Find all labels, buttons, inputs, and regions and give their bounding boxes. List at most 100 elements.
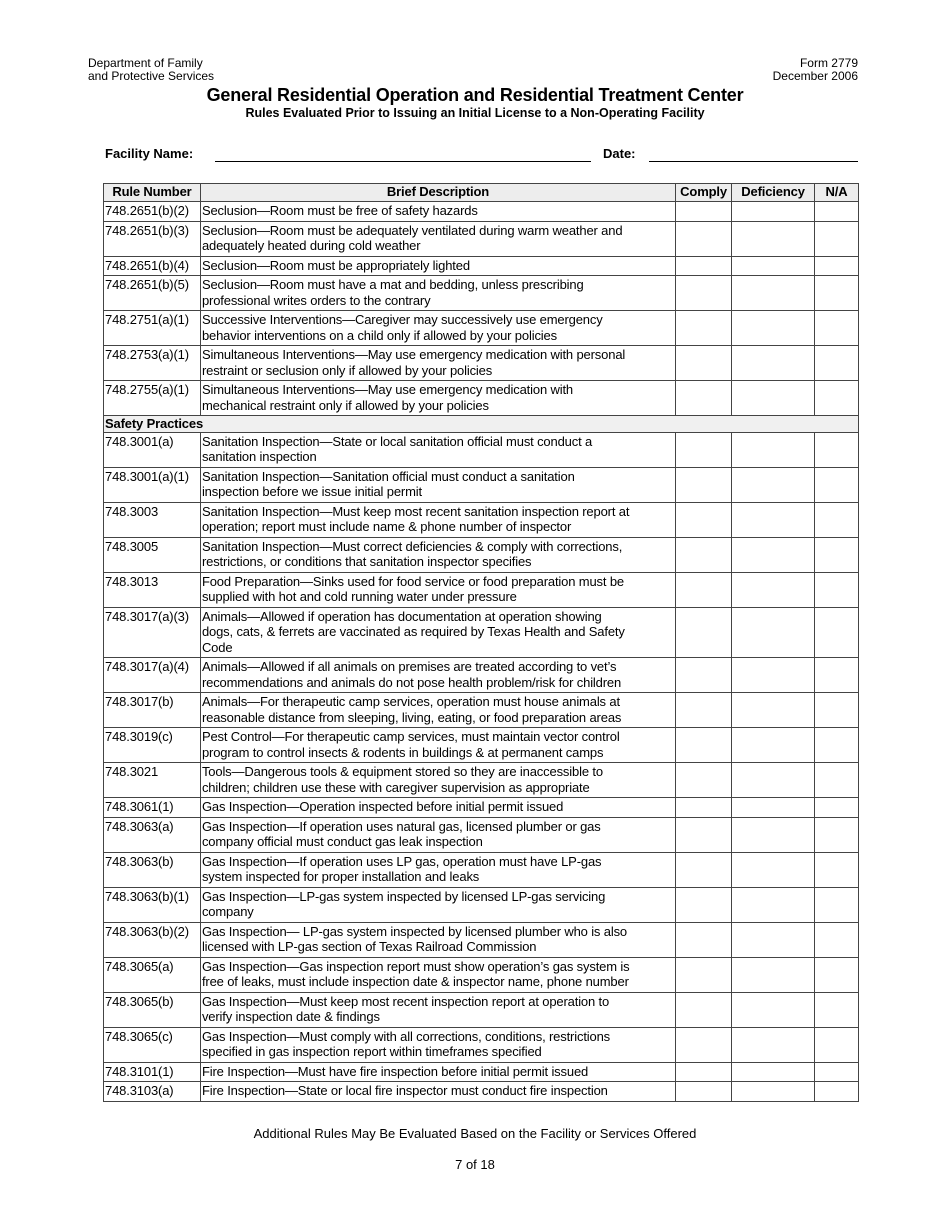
comply-cell[interactable]: [675, 255, 733, 276]
deficiency-cell[interactable]: [731, 991, 816, 1028]
comply-cell[interactable]: [675, 345, 733, 381]
rule-description: Tools—Dangerous tools & equipment stored…: [199, 762, 677, 798]
deficiency-cell[interactable]: [731, 275, 816, 311]
deficiency-cell[interactable]: [731, 431, 816, 468]
comply-cell[interactable]: [675, 816, 733, 853]
na-cell[interactable]: [814, 275, 859, 311]
na-cell[interactable]: [814, 380, 859, 416]
na-cell[interactable]: [814, 345, 859, 381]
comply-cell[interactable]: [675, 1026, 733, 1063]
comply-cell[interactable]: [675, 797, 733, 818]
rule-number: 748.3065(a): [103, 956, 201, 993]
deficiency-cell[interactable]: [731, 380, 816, 416]
rule-number: 748.3063(b)(2): [103, 921, 201, 958]
comply-cell[interactable]: [675, 1061, 733, 1082]
na-cell[interactable]: [814, 220, 859, 257]
na-cell[interactable]: [814, 1026, 859, 1063]
na-cell[interactable]: [814, 816, 859, 853]
na-cell[interactable]: [814, 466, 859, 503]
deficiency-cell[interactable]: [731, 956, 816, 993]
na-cell[interactable]: [814, 310, 859, 346]
comply-cell[interactable]: [675, 886, 733, 923]
page-number: 7 of 18: [455, 1157, 495, 1172]
deficiency-cell[interactable]: [731, 692, 816, 728]
na-cell[interactable]: [814, 692, 859, 728]
comply-cell[interactable]: [675, 536, 733, 573]
deficiency-cell[interactable]: [731, 466, 816, 503]
deficiency-cell[interactable]: [731, 345, 816, 381]
table-row: 748.3063(b) Gas Inspection—If operation u…: [103, 851, 859, 888]
na-cell[interactable]: [814, 727, 859, 763]
comply-cell[interactable]: [675, 501, 733, 538]
comply-cell[interactable]: [675, 571, 733, 608]
comply-cell[interactable]: [675, 921, 733, 958]
na-cell[interactable]: [814, 501, 859, 538]
deficiency-cell[interactable]: [731, 886, 816, 923]
facility-name-label: Facility Name:: [105, 146, 194, 161]
na-cell[interactable]: [814, 606, 859, 658]
deficiency-cell[interactable]: [731, 657, 816, 693]
comply-cell[interactable]: [675, 692, 733, 728]
na-cell[interactable]: [814, 431, 859, 468]
comply-cell[interactable]: [675, 431, 733, 468]
deficiency-cell[interactable]: [731, 606, 816, 658]
na-cell[interactable]: [814, 956, 859, 993]
comply-cell[interactable]: [675, 606, 733, 658]
comply-cell[interactable]: [675, 991, 733, 1028]
form-number: Form 2779: [799, 56, 858, 70]
deficiency-cell[interactable]: [731, 201, 816, 222]
rule-description: Seclusion—Room must have a mat and beddi…: [199, 275, 677, 311]
rule-number: 748.3003: [103, 501, 201, 538]
na-cell[interactable]: [814, 991, 859, 1028]
na-cell[interactable]: [814, 762, 859, 798]
deficiency-cell[interactable]: [731, 220, 816, 257]
deficiency-cell[interactable]: [731, 762, 816, 798]
na-cell[interactable]: [814, 797, 859, 818]
comply-cell[interactable]: [675, 1081, 733, 1102]
na-cell[interactable]: [814, 1081, 859, 1102]
na-cell[interactable]: [814, 851, 859, 888]
comply-cell[interactable]: [675, 220, 733, 257]
comply-cell[interactable]: [675, 310, 733, 346]
comply-cell[interactable]: [675, 851, 733, 888]
comply-cell[interactable]: [675, 727, 733, 763]
deficiency-cell[interactable]: [731, 797, 816, 818]
col-deficiency: Deficiency: [731, 183, 816, 202]
deficiency-cell[interactable]: [731, 921, 816, 958]
na-cell[interactable]: [814, 201, 859, 222]
deficiency-cell[interactable]: [731, 727, 816, 763]
date-field[interactable]: [649, 161, 858, 162]
deficiency-cell[interactable]: [731, 1026, 816, 1063]
deficiency-cell[interactable]: [731, 1081, 816, 1102]
na-cell[interactable]: [814, 536, 859, 573]
table-row: 748.3019(c) Pest Control—For therapeutic …: [103, 727, 859, 763]
deficiency-cell[interactable]: [731, 816, 816, 853]
table-row: 748.3003 Sanitation Inspection—Must keep …: [103, 501, 859, 538]
deficiency-cell[interactable]: [731, 851, 816, 888]
rule-number: 748.3005: [103, 536, 201, 573]
comply-cell[interactable]: [675, 275, 733, 311]
na-cell[interactable]: [814, 255, 859, 276]
comply-cell[interactable]: [675, 201, 733, 222]
deficiency-cell[interactable]: [731, 501, 816, 538]
na-cell[interactable]: [814, 921, 859, 958]
table-row: 748.3005 Sanitation Inspection—Must corre…: [103, 536, 859, 573]
deficiency-cell[interactable]: [731, 310, 816, 346]
comply-cell[interactable]: [675, 657, 733, 693]
rule-description: Sanitation Inspection—Must keep most rec…: [199, 501, 677, 538]
deficiency-cell[interactable]: [731, 255, 816, 276]
na-cell[interactable]: [814, 886, 859, 923]
deficiency-cell[interactable]: [731, 536, 816, 573]
deficiency-cell[interactable]: [731, 571, 816, 608]
deficiency-cell[interactable]: [731, 1061, 816, 1082]
comply-cell[interactable]: [675, 380, 733, 416]
comply-cell[interactable]: [675, 466, 733, 503]
na-cell[interactable]: [814, 571, 859, 608]
na-cell[interactable]: [814, 1061, 859, 1082]
rule-description: Sanitation Inspection—Must correct defic…: [199, 536, 677, 573]
comply-cell[interactable]: [675, 762, 733, 798]
rule-description: Pest Control—For therapeutic camp servic…: [199, 727, 677, 763]
comply-cell[interactable]: [675, 956, 733, 993]
na-cell[interactable]: [814, 657, 859, 693]
facility-name-field[interactable]: [215, 161, 591, 162]
